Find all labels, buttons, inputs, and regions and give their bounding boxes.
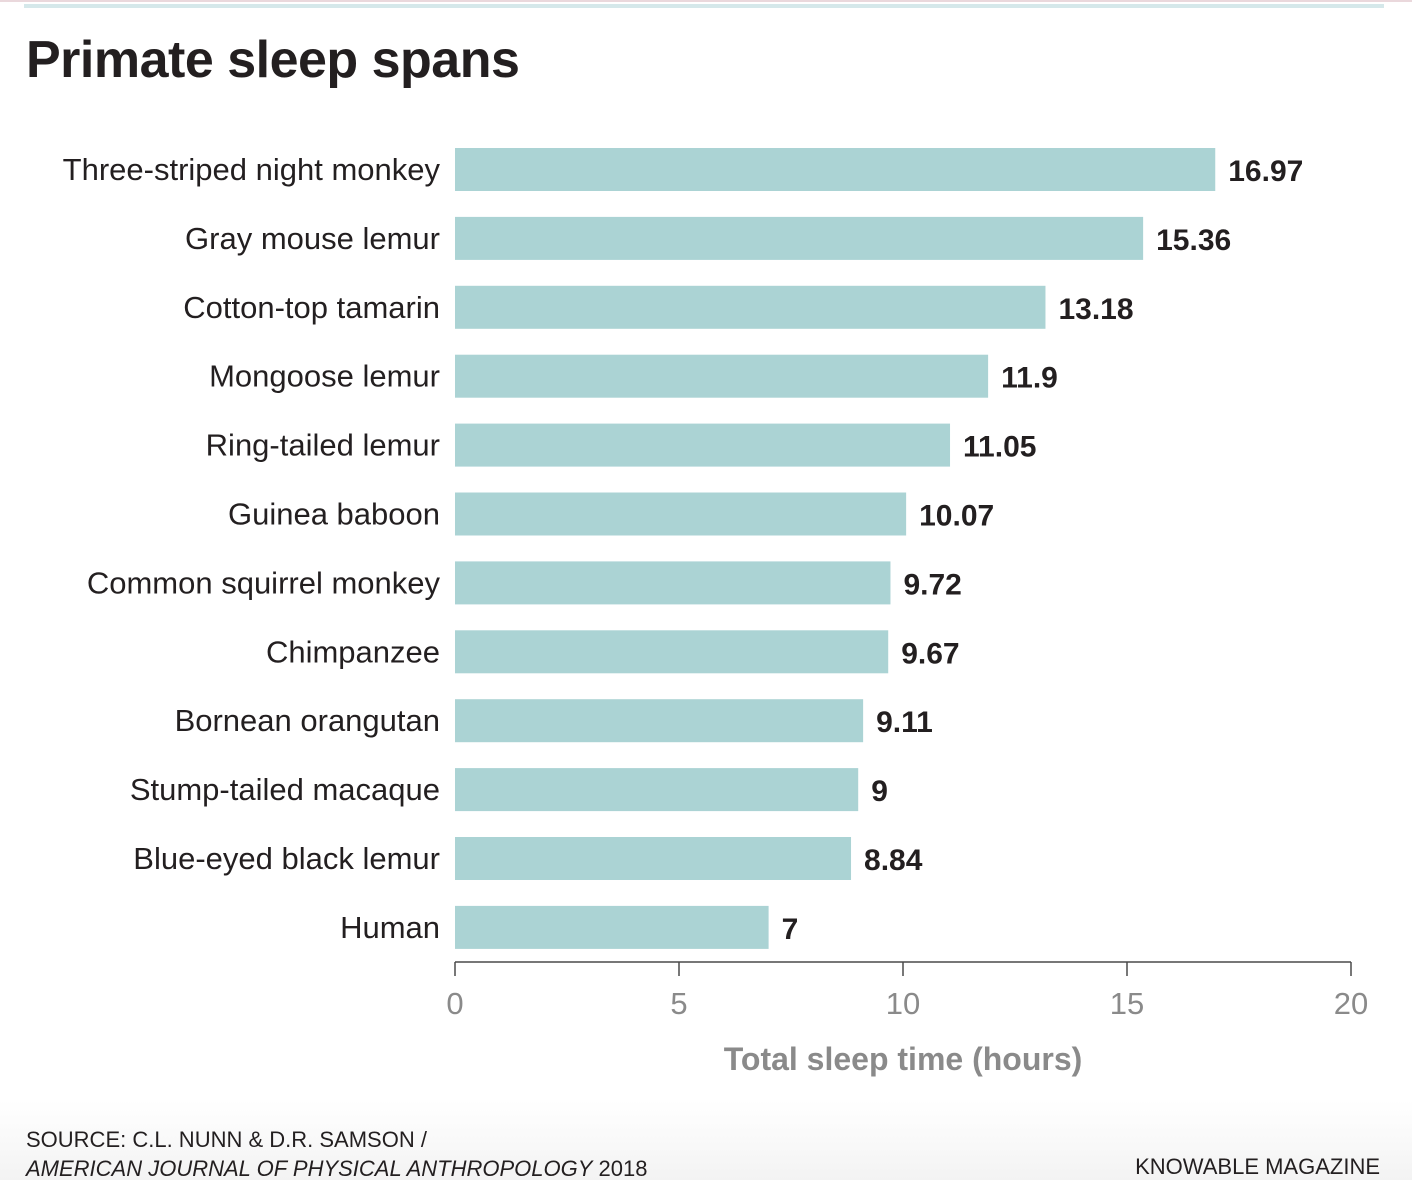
category-label: Chimpanzee bbox=[266, 634, 440, 669]
category-label: Human bbox=[340, 910, 440, 945]
category-label: Gray mouse lemur bbox=[185, 221, 440, 256]
source-line-2: AMERICAN JOURNAL OF PHYSICAL ANTHROPOLOG… bbox=[26, 1154, 648, 1180]
category-label: Bornean orangutan bbox=[175, 703, 440, 738]
bar bbox=[455, 561, 891, 605]
bar bbox=[455, 216, 1144, 260]
category-label: Blue-eyed black lemur bbox=[133, 841, 440, 876]
value-label: 13.18 bbox=[1058, 293, 1133, 326]
value-label: 7 bbox=[782, 913, 799, 946]
category-label: Common squirrel monkey bbox=[87, 565, 441, 600]
value-label: 8.84 bbox=[864, 844, 923, 877]
category-label: Cotton-top tamarin bbox=[183, 290, 440, 325]
category-label: Guinea baboon bbox=[228, 497, 440, 532]
value-label: 11.05 bbox=[963, 431, 1036, 464]
bar bbox=[455, 630, 889, 674]
bar bbox=[455, 837, 852, 880]
category-labels: Three-striped night monkey Gray mouse lem… bbox=[63, 152, 441, 945]
footer-band bbox=[0, 1100, 1412, 1180]
bar-chart: Three-striped night monkey Gray mouse lem… bbox=[63, 148, 1368, 1077]
source-journal: AMERICAN JOURNAL OF PHYSICAL ANTHROPOLOG… bbox=[26, 1156, 593, 1180]
x-axis: 0 5 10 15 20 bbox=[446, 961, 1368, 1021]
category-label: Ring-tailed lemur bbox=[206, 428, 440, 463]
value-label: 9.11 bbox=[876, 706, 933, 739]
chart-title: Primate sleep spans bbox=[26, 31, 520, 89]
top-rule bbox=[24, 4, 1384, 8]
x-tick-label: 20 bbox=[1334, 986, 1368, 1021]
bar bbox=[455, 905, 769, 949]
x-tick-label: 15 bbox=[1110, 986, 1144, 1021]
bars-layer bbox=[455, 148, 1216, 949]
x-tick-label: 10 bbox=[886, 986, 920, 1021]
value-label: 9.72 bbox=[903, 568, 961, 601]
category-label: Stump-tailed macaque bbox=[130, 772, 440, 807]
publisher-credit: KNOWABLE MAGAZINE bbox=[1135, 1154, 1380, 1179]
source-year: 2018 bbox=[592, 1156, 648, 1180]
category-label: Three-striped night monkey bbox=[63, 152, 441, 187]
top-edge-line bbox=[0, 0, 1412, 2]
source-line-1: SOURCE: C.L. NUNN & D.R. SAMSON / bbox=[26, 1127, 427, 1152]
bar bbox=[455, 354, 989, 398]
value-label: 11.9 bbox=[1001, 362, 1058, 395]
value-label: 9 bbox=[871, 775, 888, 808]
source-note: SOURCE: C.L. NUNN & D.R. SAMSON / AMERIC… bbox=[26, 1125, 648, 1180]
bar bbox=[455, 285, 1046, 329]
value-label: 15.36 bbox=[1156, 224, 1231, 257]
x-axis-title: Total sleep time (hours) bbox=[724, 1041, 1083, 1077]
bar bbox=[455, 423, 951, 467]
value-label: 9.67 bbox=[901, 637, 959, 670]
category-label: Mongoose lemur bbox=[209, 359, 440, 394]
bar bbox=[455, 492, 907, 536]
value-label: 10.07 bbox=[919, 500, 994, 533]
x-tick-label: 0 bbox=[446, 986, 463, 1021]
value-labels: 16.97 15.36 13.18 11.9 11.05 10.07 9.72 9.67 9.1… bbox=[782, 155, 1304, 946]
bar bbox=[455, 148, 1216, 191]
value-label: 16.97 bbox=[1228, 155, 1303, 188]
bar bbox=[455, 699, 864, 743]
bar bbox=[455, 768, 859, 812]
x-tick-label: 5 bbox=[670, 986, 687, 1021]
